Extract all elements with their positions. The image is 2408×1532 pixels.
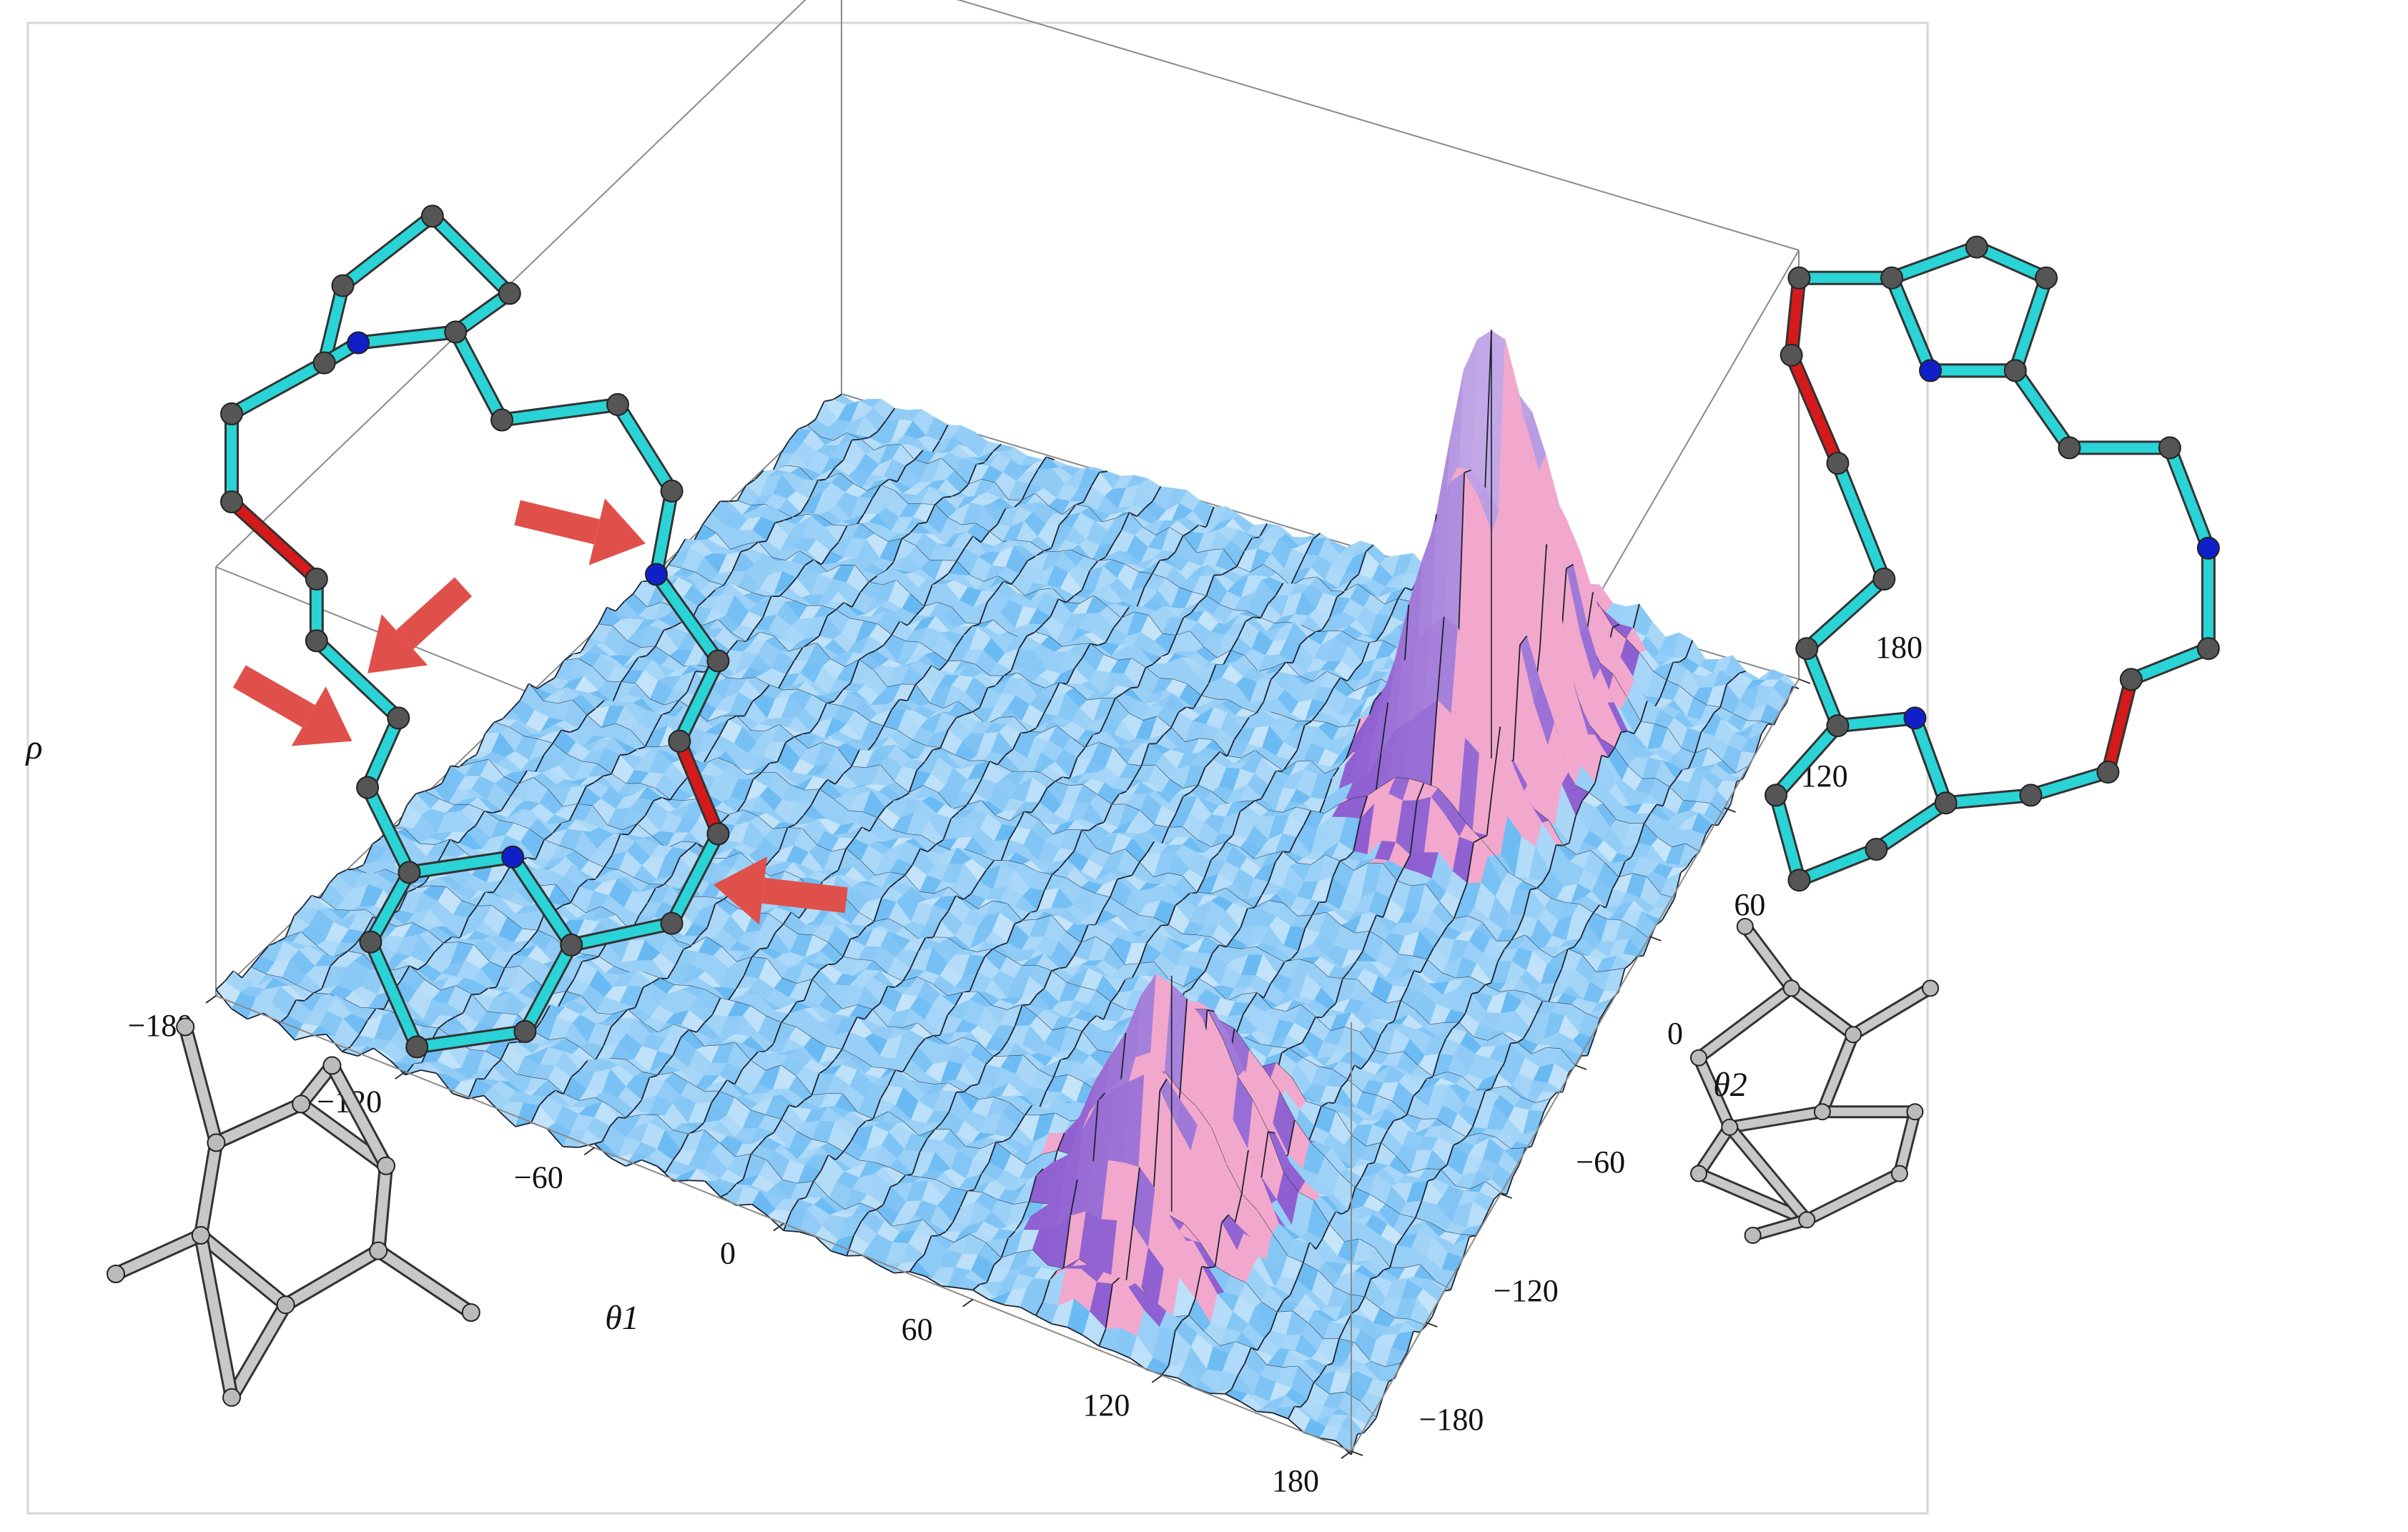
mesh-line	[1621, 731, 1627, 732]
mesh-line	[620, 754, 628, 755]
mesh-line	[943, 497, 952, 498]
mesh-line	[1130, 687, 1138, 688]
mesh-line	[587, 879, 596, 880]
mesh-line	[1673, 662, 1679, 663]
mesh-line	[1100, 471, 1107, 472]
mesh-line	[729, 501, 737, 502]
mesh-line	[296, 1000, 305, 1001]
mesh-line	[1082, 830, 1089, 831]
mesh-line	[1161, 925, 1168, 926]
mesh-line	[509, 1042, 517, 1043]
mesh-line	[696, 671, 704, 672]
